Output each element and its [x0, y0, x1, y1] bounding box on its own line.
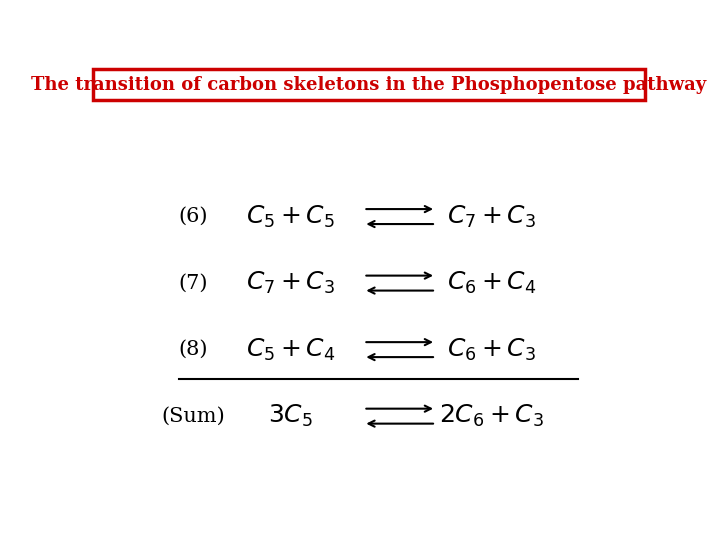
Text: $C_6 + C_3$: $C_6 + C_3$: [447, 336, 536, 363]
Text: (7): (7): [179, 274, 208, 293]
Text: (8): (8): [179, 340, 208, 359]
Text: $2C_6 + C_3$: $2C_6 + C_3$: [439, 403, 544, 429]
Text: (6): (6): [179, 207, 208, 226]
Text: $C_7 + C_3$: $C_7 + C_3$: [447, 204, 536, 230]
Text: $C_6 + C_4$: $C_6 + C_4$: [447, 270, 536, 296]
Text: The transition of carbon skeletons in the Phosphopentose pathway: The transition of carbon skeletons in th…: [32, 76, 706, 94]
Text: $C_7 + C_3$: $C_7 + C_3$: [246, 270, 336, 296]
Text: $C_5 + C_4$: $C_5 + C_4$: [246, 336, 336, 363]
Text: (Sum): (Sum): [161, 407, 225, 426]
Text: $3C_5$: $3C_5$: [269, 403, 313, 429]
FancyBboxPatch shape: [93, 69, 645, 100]
Text: $C_5 + C_5$: $C_5 + C_5$: [246, 204, 336, 230]
